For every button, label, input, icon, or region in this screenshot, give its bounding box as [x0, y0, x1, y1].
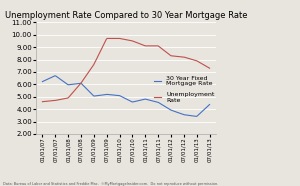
Title: Unemployment Rate Compared to 30 Year Mortgage Rate: Unemployment Rate Compared to 30 Year Mo…	[5, 11, 247, 20]
Legend: 30 Year Fixed
Mortgage Rate, Unemployment
Rate: 30 Year Fixed Mortgage Rate, Unemploymen…	[154, 76, 215, 103]
Text: Data: Bureau of Labor and Statistics and Freddie Mac.  ©MyMortgageInsider.com.  : Data: Bureau of Labor and Statistics and…	[3, 182, 218, 186]
